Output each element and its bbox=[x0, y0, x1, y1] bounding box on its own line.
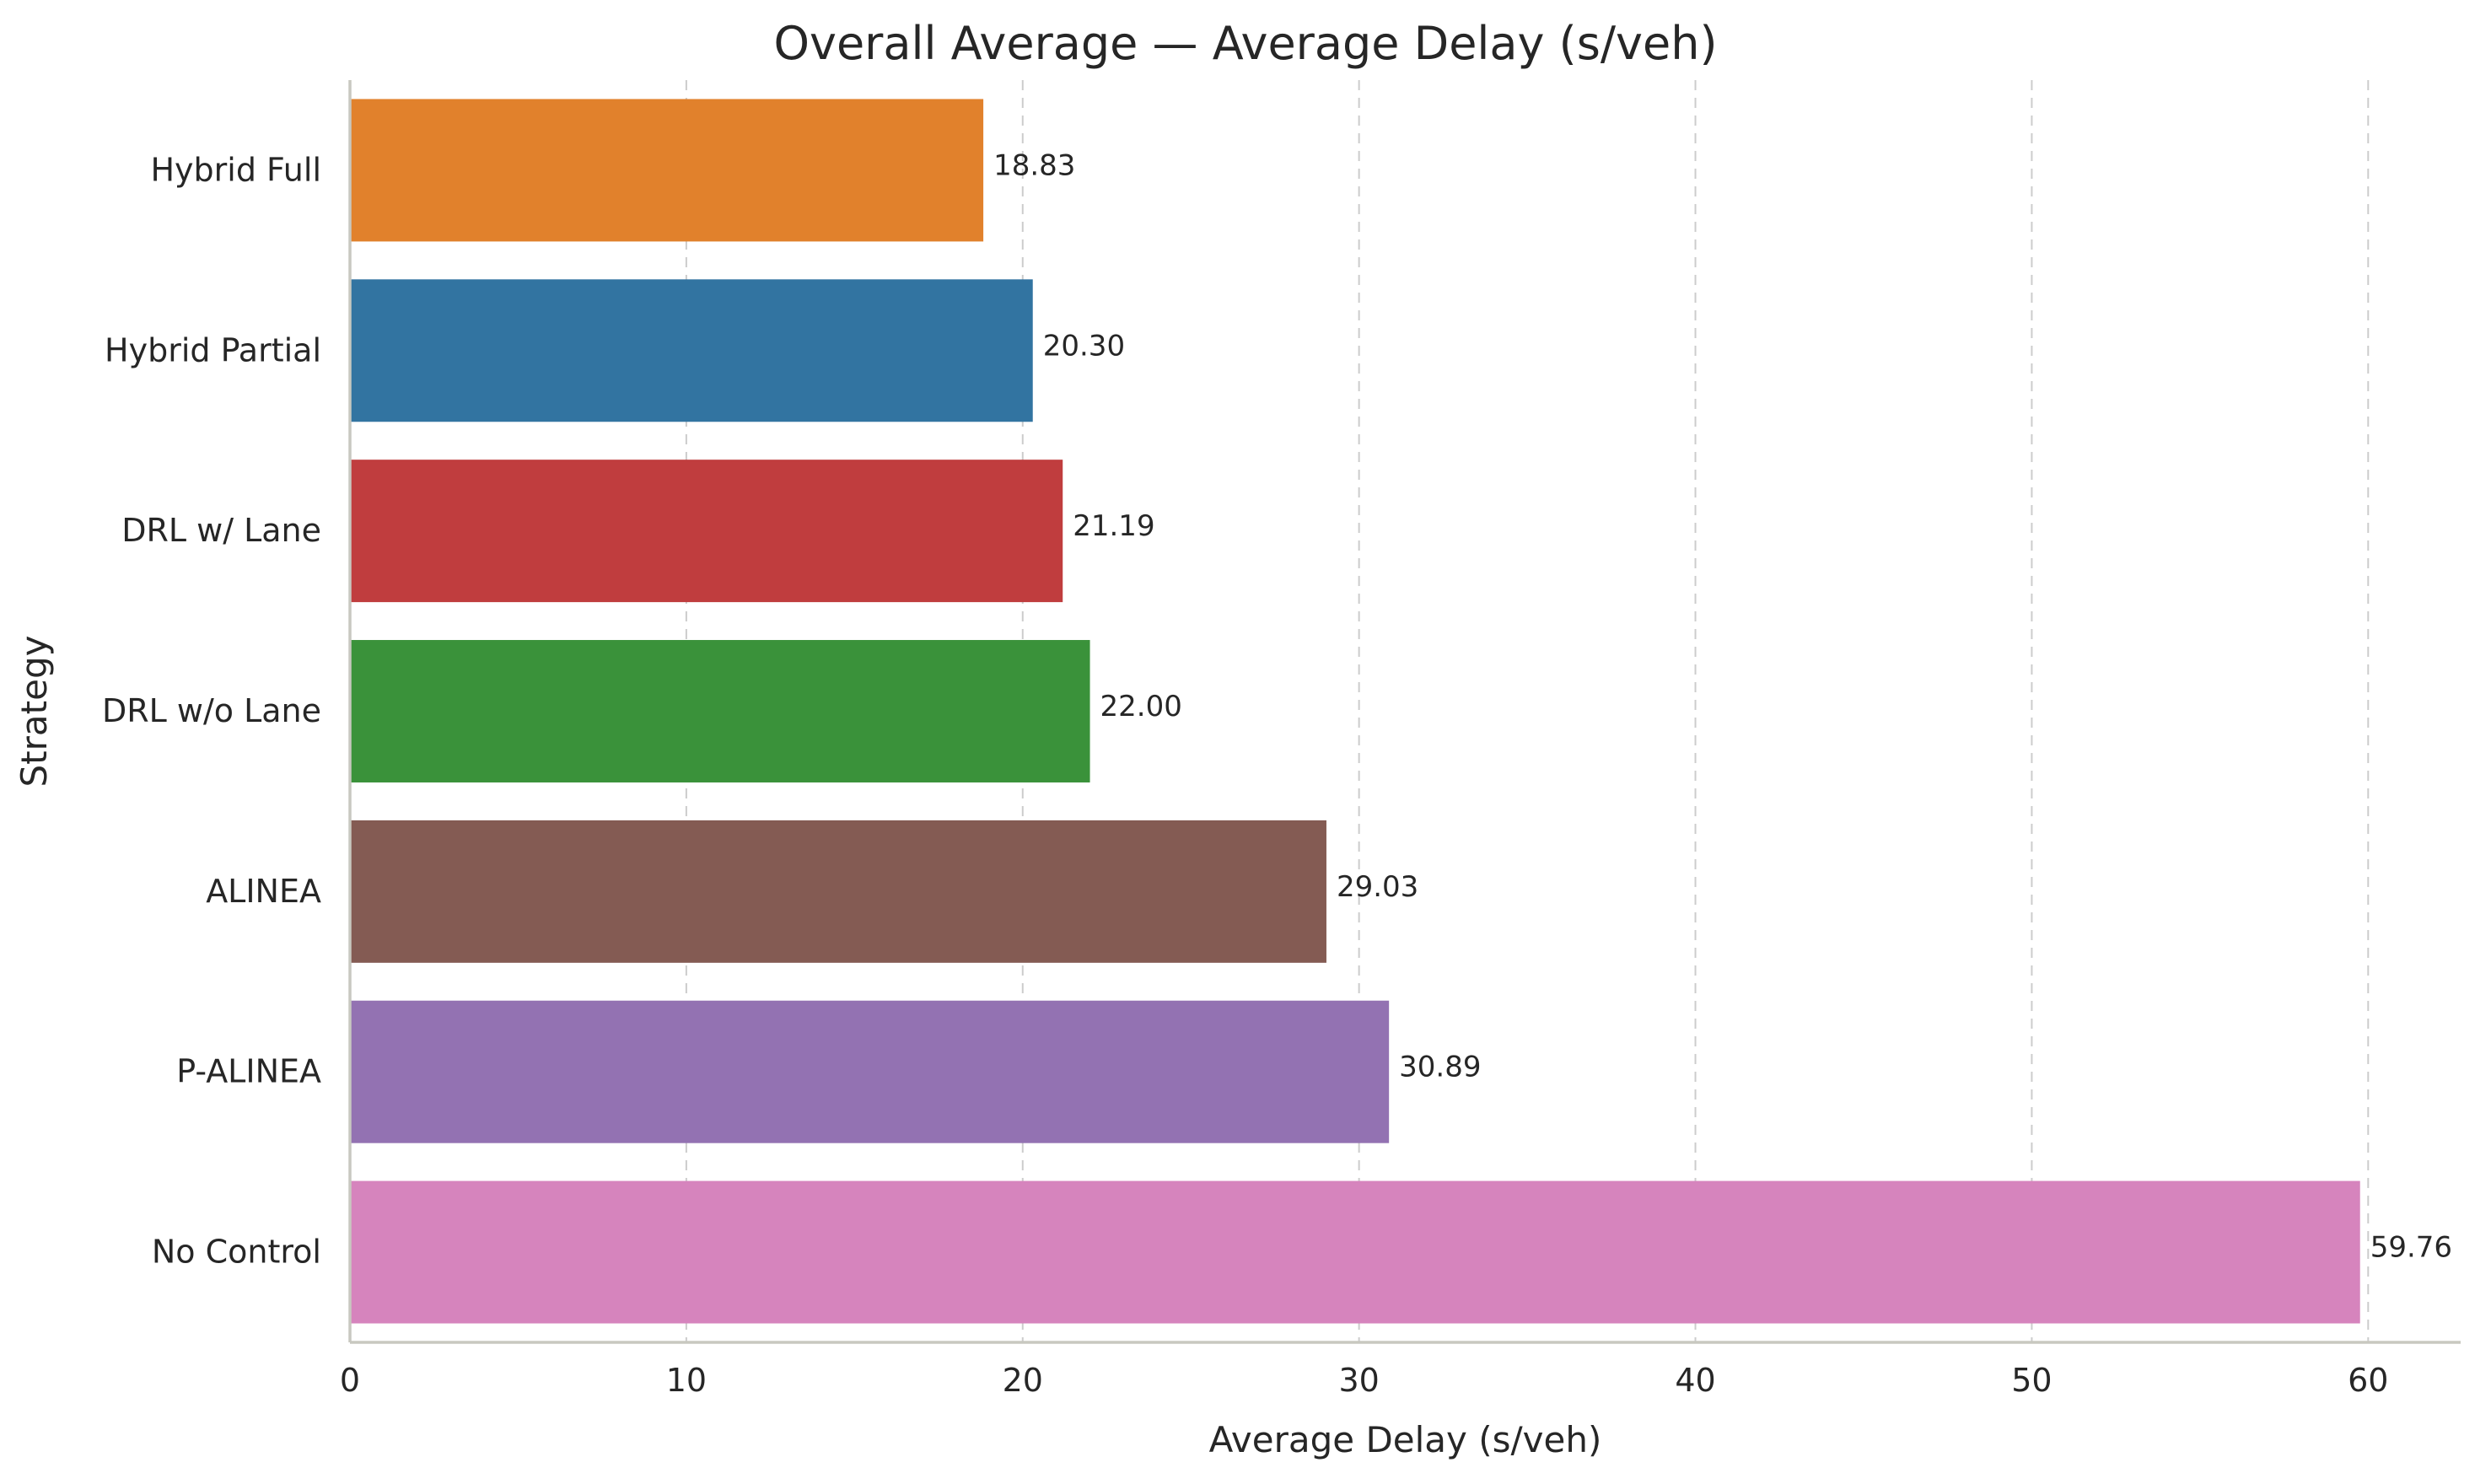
y-tick-label: Hybrid Partial bbox=[105, 331, 321, 368]
x-tick-label: 10 bbox=[666, 1362, 707, 1399]
x-axis-label: Average Delay (s/veh) bbox=[1209, 1419, 1602, 1460]
x-tick-labels: 0 10 20 30 40 50 60 bbox=[340, 1362, 2389, 1399]
y-tick-label: DRL w/ Lane bbox=[121, 512, 321, 549]
y-axis-label: Strategy bbox=[13, 636, 55, 788]
bar-value-label: 20.30 bbox=[1043, 329, 1125, 363]
y-tick-label: P-ALINEA bbox=[176, 1053, 321, 1090]
bar-alinea bbox=[350, 820, 1326, 963]
x-tick-label: 40 bbox=[1675, 1362, 1715, 1399]
bar-value-label: 21.19 bbox=[1073, 509, 1154, 543]
bar-hybrid-full bbox=[350, 99, 984, 242]
data-labels: 18.83 20.30 21.19 22.00 29.03 30.89 59.76 bbox=[993, 148, 2452, 1264]
x-tick-label: 30 bbox=[1338, 1362, 1379, 1399]
bar-value-label: 29.03 bbox=[1337, 870, 1418, 904]
bar-value-label: 59.76 bbox=[2370, 1231, 2452, 1265]
y-tick-label: Hybrid Full bbox=[150, 151, 321, 188]
bar-value-label: 30.89 bbox=[1399, 1051, 1481, 1084]
bar-value-label: 22.00 bbox=[1100, 690, 1182, 723]
y-tick-label: No Control bbox=[152, 1234, 321, 1271]
bar-drl-w-o-lane bbox=[350, 640, 1090, 782]
x-tick-label: 60 bbox=[2348, 1362, 2388, 1399]
y-tick-label: ALINEA bbox=[206, 873, 321, 910]
bar-p-alinea bbox=[350, 1000, 1390, 1143]
x-tick-label: 50 bbox=[2011, 1362, 2052, 1399]
x-tick-label: 20 bbox=[1003, 1362, 1043, 1399]
x-tick-label: 0 bbox=[340, 1362, 360, 1399]
y-tick-labels: Hybrid Full Hybrid Partial DRL w/ Lane DRL … bbox=[102, 151, 321, 1270]
bar-drl-w-lane bbox=[350, 460, 1063, 603]
bar-no-control bbox=[350, 1180, 2360, 1324]
chart-title: Overall Average — Average Delay (s/veh) bbox=[773, 17, 1717, 70]
bars bbox=[350, 99, 2360, 1324]
bar-hybrid-partial bbox=[350, 279, 1033, 422]
y-tick-label: DRL w/o Lane bbox=[102, 692, 321, 729]
bar-value-label: 18.83 bbox=[993, 148, 1075, 182]
